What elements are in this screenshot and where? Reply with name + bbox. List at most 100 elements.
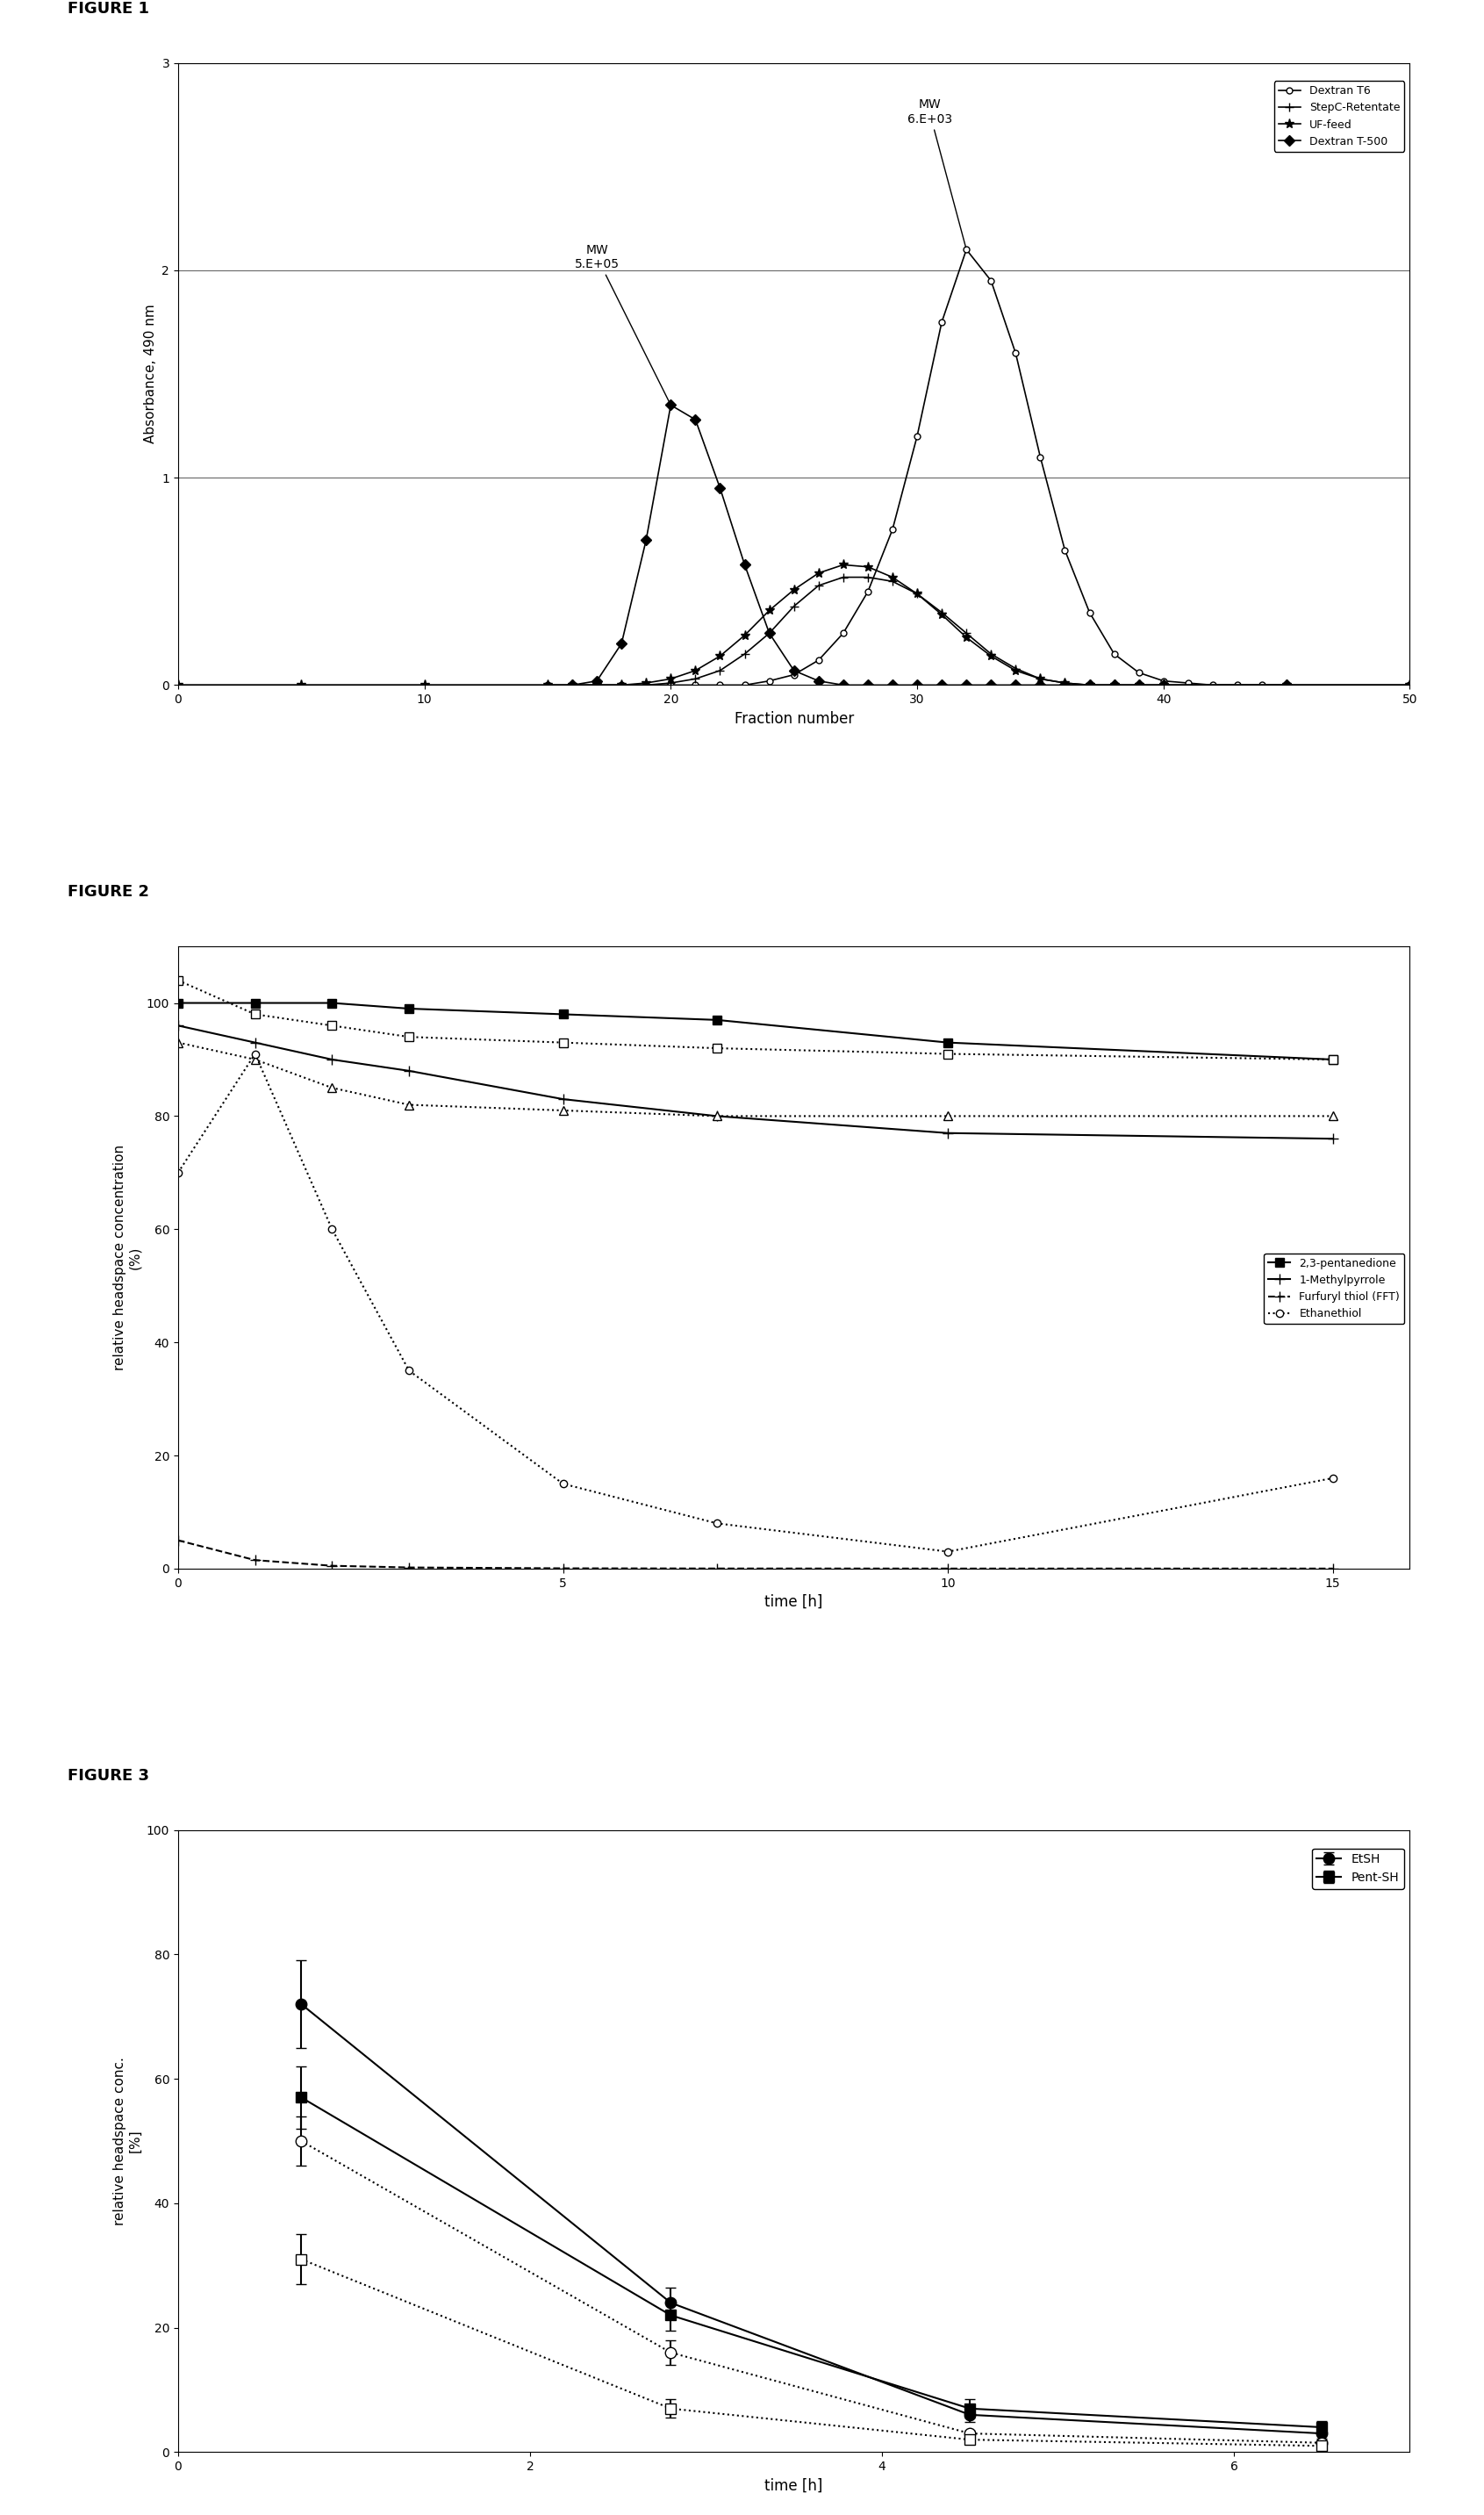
Line: 1-Methylpyrrole: 1-Methylpyrrole [172, 1021, 1339, 1144]
Dextran T6 [760, 666, 778, 697]
1-Methylpyrrole [401, 1056, 418, 1086]
UF-feed [539, 669, 556, 699]
UF-feed [1155, 669, 1172, 699]
Dextran T6 [1229, 669, 1247, 699]
Dextran T6 [637, 669, 654, 699]
StepC-Retentate [1129, 669, 1147, 699]
UF-feed [1278, 669, 1296, 699]
Ethanethiol [324, 1215, 341, 1245]
Ethanethiol [939, 1537, 957, 1567]
StepC-Retentate [834, 563, 852, 594]
X-axis label: time [h]: time [h] [764, 1595, 824, 1610]
Furfuryl thiol (FFT) [554, 1554, 571, 1584]
UF-feed [613, 669, 631, 699]
2,3-pentanedione [246, 988, 264, 1019]
Legend: 2,3-pentanedione, 1-Methylpyrrole, Furfuryl thiol (FFT), Ethanethiol: 2,3-pentanedione, 1-Methylpyrrole, Furfu… [1264, 1252, 1404, 1323]
UF-feed [1006, 656, 1024, 687]
StepC-Retentate [613, 669, 631, 699]
Furfuryl thiol (FFT) [169, 1524, 187, 1554]
1-Methylpyrrole [246, 1029, 264, 1059]
StepC-Retentate [711, 656, 729, 687]
UF-feed [810, 558, 828, 589]
UF-feed [785, 573, 803, 604]
Line: Dextran T6: Dextran T6 [545, 246, 1413, 689]
Dextran T6 [1155, 666, 1172, 697]
StepC-Retentate [908, 578, 926, 609]
Dextran T6 [711, 669, 729, 699]
Dextran T-500 [687, 405, 705, 435]
Dextran T6 [1031, 443, 1049, 473]
Furfuryl thiol (FFT) [324, 1552, 341, 1582]
UF-feed [883, 563, 901, 594]
Dextran T-500 [588, 666, 605, 697]
1-Methylpyrrole [939, 1119, 957, 1149]
StepC-Retentate [588, 669, 605, 699]
Dextran T6 [1180, 669, 1198, 699]
UF-feed [933, 599, 951, 629]
Furfuryl thiol (FFT) [1324, 1554, 1342, 1584]
Dextran T-500 [662, 390, 680, 420]
X-axis label: time [h]: time [h] [764, 2477, 824, 2495]
Ethanethiol [169, 1157, 187, 1187]
UF-feed [834, 551, 852, 581]
Dextran T6 [785, 659, 803, 689]
Dextran T-500 [1129, 669, 1147, 699]
Dextran T-500 [1106, 669, 1123, 699]
StepC-Retentate [539, 669, 556, 699]
StepC-Retentate [859, 563, 877, 594]
StepC-Retentate [1031, 664, 1049, 694]
Text: FIGURE 2: FIGURE 2 [67, 885, 148, 900]
StepC-Retentate [760, 619, 778, 649]
Dextran T6 [613, 669, 631, 699]
Dextran T-500 [1155, 669, 1172, 699]
Legend: Dextran T6, StepC-Retentate, UF-feed, Dextran T-500: Dextran T6, StepC-Retentate, UF-feed, De… [1273, 80, 1404, 151]
Dextran T-500 [933, 669, 951, 699]
Dextran T-500 [785, 656, 803, 687]
Dextran T-500 [859, 669, 877, 699]
StepC-Retentate [810, 571, 828, 601]
Dextran T-500 [1006, 669, 1024, 699]
StepC-Retentate [736, 639, 754, 669]
Dextran T6 [1080, 599, 1098, 629]
Furfuryl thiol (FFT) [401, 1552, 418, 1582]
Dextran T6 [1057, 536, 1074, 566]
Text: FIGURE 1: FIGURE 1 [67, 0, 148, 18]
Dextran T-500 [637, 526, 654, 556]
UF-feed [1106, 669, 1123, 699]
UF-feed [564, 669, 582, 699]
Furfuryl thiol (FFT) [708, 1554, 726, 1584]
Ethanethiol [708, 1509, 726, 1539]
Dextran T-500 [564, 669, 582, 699]
StepC-Retentate [1278, 669, 1296, 699]
2,3-pentanedione [554, 998, 571, 1029]
Dextran T-500 [1080, 669, 1098, 699]
Text: MW
6.E+03: MW 6.E+03 [907, 98, 966, 246]
Dextran T6 [1278, 669, 1296, 699]
UF-feed [588, 669, 605, 699]
StepC-Retentate [933, 599, 951, 629]
Dextran T6 [859, 576, 877, 606]
Line: UF-feed: UF-feed [174, 561, 1414, 689]
Dextran T-500 [1278, 669, 1296, 699]
Line: 2,3-pentanedione: 2,3-pentanedione [174, 998, 1337, 1064]
1-Methylpyrrole [169, 1011, 187, 1041]
Dextran T6 [933, 307, 951, 337]
1-Methylpyrrole [708, 1102, 726, 1132]
UF-feed [1080, 669, 1098, 699]
StepC-Retentate [785, 591, 803, 621]
Dextran T-500 [957, 669, 975, 699]
Furfuryl thiol (FFT) [246, 1544, 264, 1574]
2,3-pentanedione [169, 988, 187, 1019]
Dextran T6 [662, 669, 680, 699]
Text: FIGURE 3: FIGURE 3 [67, 1768, 148, 1783]
UF-feed [416, 669, 433, 699]
1-Methylpyrrole [554, 1084, 571, 1114]
UF-feed [662, 664, 680, 694]
UF-feed [1031, 664, 1049, 694]
Dextran T-500 [834, 669, 852, 699]
UF-feed [169, 669, 187, 699]
Ethanethiol [401, 1356, 418, 1386]
UF-feed [760, 596, 778, 626]
StepC-Retentate [1080, 669, 1098, 699]
Dextran T6 [1106, 639, 1123, 669]
